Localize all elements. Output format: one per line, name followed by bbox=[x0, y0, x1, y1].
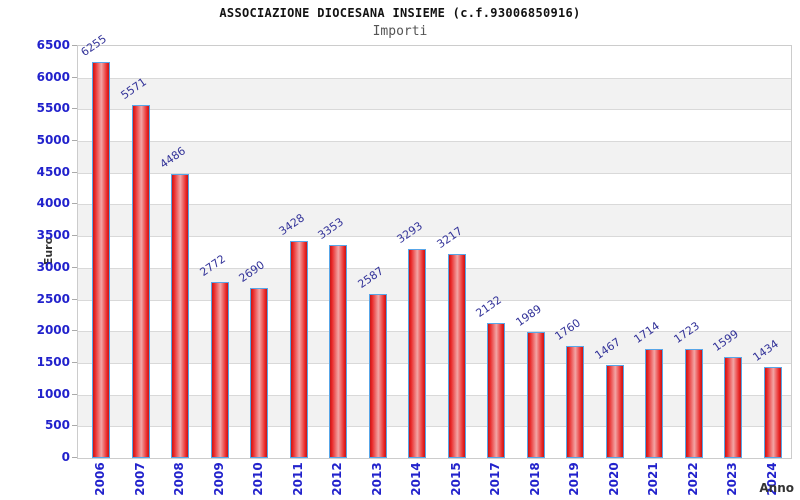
gridline bbox=[78, 236, 791, 238]
chart-subtitle: Importi bbox=[372, 24, 428, 39]
bar-2009 bbox=[210, 282, 229, 458]
bar-2010 bbox=[250, 287, 268, 458]
y-tick-mark bbox=[72, 457, 77, 458]
y-tick-mark bbox=[72, 361, 77, 363]
y-tick-label: 2000 bbox=[36, 323, 70, 338]
y-tick-mark bbox=[72, 330, 77, 332]
grid-band bbox=[78, 204, 791, 237]
bar-2022 bbox=[684, 348, 703, 458]
y-tick-mark bbox=[72, 425, 77, 427]
y-tick-label: 6500 bbox=[36, 38, 70, 52]
grid-band bbox=[78, 46, 791, 78]
y-tick-mark bbox=[72, 76, 77, 78]
y-tick-mark bbox=[72, 235, 77, 237]
bar-2013 bbox=[368, 294, 387, 458]
grid-band bbox=[78, 362, 791, 395]
y-tick-label: 5000 bbox=[36, 133, 70, 148]
y-tick-label: 3000 bbox=[36, 259, 70, 274]
grid-band bbox=[78, 141, 791, 173]
grid-band bbox=[78, 236, 791, 268]
x-tick-label: 2006 bbox=[93, 462, 107, 496]
bar-2024 bbox=[763, 367, 782, 458]
bar-2020 bbox=[605, 365, 624, 458]
grid-band bbox=[78, 394, 791, 427]
bar-2007 bbox=[131, 104, 150, 458]
gridline bbox=[78, 141, 791, 143]
y-tick-label: 1500 bbox=[36, 354, 70, 369]
y-tick-label: 4000 bbox=[36, 196, 70, 211]
y-tick-label: 5500 bbox=[36, 101, 70, 116]
y-tick-mark bbox=[72, 266, 77, 268]
gridline bbox=[78, 267, 791, 269]
grid-band bbox=[78, 426, 791, 458]
gridline bbox=[78, 362, 791, 364]
gridline bbox=[78, 109, 791, 111]
y-tick-label: 4500 bbox=[36, 164, 70, 179]
y-tick-mark bbox=[72, 171, 77, 173]
grid-band bbox=[78, 299, 791, 332]
gridline bbox=[78, 299, 791, 301]
grid-band bbox=[78, 109, 791, 142]
bar-2012 bbox=[329, 245, 347, 458]
y-tick-label: 1000 bbox=[36, 386, 70, 401]
y-tick-mark bbox=[72, 298, 77, 300]
x-tick-label: 2014 bbox=[409, 462, 423, 496]
x-tick-label: 2019 bbox=[567, 462, 581, 496]
bar-2021 bbox=[645, 349, 663, 458]
x-tick-label: 2018 bbox=[527, 462, 542, 496]
y-tick-mark bbox=[72, 108, 77, 110]
x-tick-label: 2017 bbox=[488, 462, 502, 496]
grid-band bbox=[78, 331, 791, 363]
bar-2015 bbox=[447, 254, 466, 458]
gridline bbox=[78, 77, 791, 79]
grid-band bbox=[78, 267, 791, 300]
x-tick-label: 2023 bbox=[725, 462, 739, 496]
gridline bbox=[78, 331, 791, 333]
bar-2023 bbox=[724, 356, 742, 458]
y-tick-mark bbox=[72, 140, 77, 142]
bar-2018 bbox=[526, 331, 545, 458]
x-tick-label: 2022 bbox=[685, 462, 700, 496]
x-tick-label: 2008 bbox=[172, 462, 186, 496]
x-tick-label: 2012 bbox=[330, 462, 344, 496]
gridline bbox=[78, 204, 791, 206]
y-tick-mark bbox=[72, 393, 77, 395]
x-tick-label: 2021 bbox=[646, 462, 660, 496]
x-tick-label: 2015 bbox=[448, 462, 463, 496]
x-tick-label: 2009 bbox=[211, 462, 226, 496]
bar-2008 bbox=[171, 173, 189, 458]
y-tick-label: 0 bbox=[61, 450, 70, 464]
chart-title: ASSOCIAZIONE DIOCESANA INSIEME (c.f.9300… bbox=[219, 6, 581, 20]
plot-area: 6255 5571 4486 2772 2690 3428 3353 2587 3293 3217… bbox=[77, 32, 792, 459]
x-tick-label: 2013 bbox=[369, 462, 384, 496]
x-axis-title: Anno bbox=[759, 481, 794, 495]
gridline bbox=[78, 394, 791, 396]
x-tick-label: 2007 bbox=[132, 462, 147, 496]
y-tick-mark bbox=[72, 203, 77, 205]
bar-2014 bbox=[408, 249, 426, 458]
x-tick-label: 2011 bbox=[290, 462, 305, 496]
bar-2019 bbox=[566, 346, 584, 458]
gridline bbox=[78, 426, 791, 428]
grid-band bbox=[78, 172, 791, 205]
grid-band bbox=[78, 77, 791, 110]
y-tick-label: 6000 bbox=[36, 69, 70, 84]
y-tick-mark bbox=[72, 45, 77, 46]
gridline bbox=[78, 172, 791, 174]
y-tick-label: 500 bbox=[44, 418, 70, 433]
bar-2017 bbox=[487, 322, 505, 458]
x-tick-label: 2020 bbox=[606, 462, 621, 496]
y-tick-label: 2500 bbox=[36, 291, 70, 306]
bar-2006 bbox=[92, 61, 110, 458]
x-tick-label: 2010 bbox=[251, 462, 265, 496]
y-tick-label: 3500 bbox=[36, 228, 70, 243]
bar-2011 bbox=[289, 240, 308, 458]
